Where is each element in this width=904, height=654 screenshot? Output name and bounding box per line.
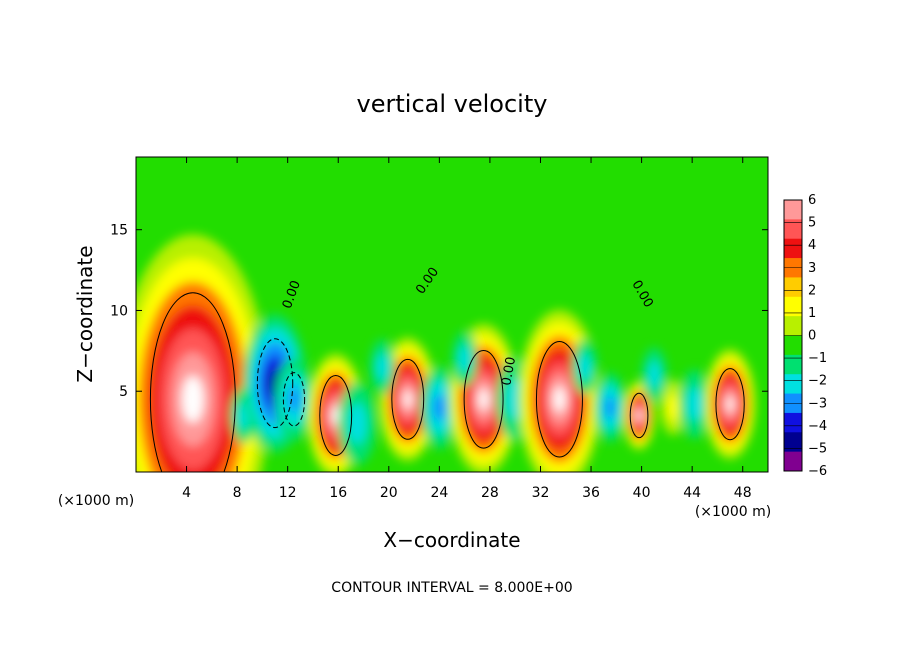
velocity-cell-11-band-2 <box>604 395 616 419</box>
contour-lines <box>149 292 745 472</box>
colorbar-label-6: 0 <box>808 329 816 344</box>
x-tick-label-32: 32 <box>532 485 550 501</box>
colorbar-swatch-0 <box>784 200 802 220</box>
x-tick-label-12: 12 <box>279 485 297 501</box>
velocity-cell-14-band-1 <box>686 386 703 422</box>
x-tick-label-48: 48 <box>734 485 752 501</box>
colorbar-swatch-4 <box>784 277 802 298</box>
x-units-left: (×1000 m) <box>58 493 134 509</box>
x-tick-label-36: 36 <box>582 485 600 501</box>
colorbar-swatch-13 <box>784 451 802 472</box>
velocity-cell-15-band-6 <box>726 396 734 412</box>
colorbar-label-5: 1 <box>808 306 816 321</box>
colorbar-swatch-2 <box>784 238 802 259</box>
x-tick-label-24: 24 <box>430 485 448 501</box>
colorbar-label-0: 6 <box>808 193 816 208</box>
colorbar: 6 5 4 3 2 1 0 −1 −2 −3 −4 −5 −6 <box>783 193 827 479</box>
contour-line-10 <box>535 341 583 458</box>
velocity-cell-7-band-2 <box>433 393 446 422</box>
colorbar-label-10: −4 <box>808 419 827 434</box>
velocity-cell-18-band-1 <box>458 345 471 373</box>
chart-title: vertical velocity <box>357 90 548 118</box>
velocity-cell-4-band-6 <box>331 406 340 425</box>
x-axis-ticks: 4 8 12 16 20 24 28 32 36 40 44 48 <box>182 157 752 501</box>
velocity-cell-6-band-6 <box>403 390 412 409</box>
x-tick-label-28: 28 <box>481 485 499 501</box>
y-axis-ticks: 5 10 15 <box>110 223 768 400</box>
colorbar-swatch-11 <box>784 412 802 433</box>
colorbar-label-7: −1 <box>808 351 827 366</box>
colorbar-swatch-12 <box>784 432 802 453</box>
contour-interval-note: CONTOUR INTERVAL = 8.000E+00 <box>331 580 572 596</box>
contour-label-2: 0.00 <box>499 356 519 387</box>
y-axis-label: Z−coordinate <box>73 245 97 382</box>
x-tick-label-4: 4 <box>182 485 191 501</box>
velocity-cell-5-band-1 <box>347 402 367 445</box>
x-axis-label: X−coordinate <box>383 528 520 552</box>
contour-line-6 <box>391 358 425 440</box>
y-tick-label-15: 15 <box>110 223 128 239</box>
x-units-right: (×1000 m) <box>695 504 771 520</box>
contour-line-12 <box>629 392 649 439</box>
colorbar-label-8: −2 <box>808 374 827 389</box>
y-tick-label-5: 5 <box>119 384 128 400</box>
velocity-cell-3-band-2 <box>287 385 301 414</box>
x-tick-label-40: 40 <box>633 485 651 501</box>
colorbar-label-11: −5 <box>808 441 827 456</box>
contour-line-8 <box>463 349 504 449</box>
x-tick-label-44: 44 <box>683 485 701 501</box>
colorbar-label-3: 3 <box>808 261 816 276</box>
contour-line-2 <box>256 338 294 429</box>
y-tick-label-10: 10 <box>110 303 128 319</box>
velocity-cell-19-band-1 <box>578 353 592 381</box>
colorbar-label-12: −6 <box>808 464 827 479</box>
colorbar-swatch-9 <box>784 374 802 395</box>
contour-line-15 <box>715 368 745 441</box>
x-tick-label-16: 16 <box>329 485 347 501</box>
plot-frame <box>135 156 769 473</box>
colorbar-swatch-5 <box>784 296 802 317</box>
colorbar-label-4: 2 <box>808 283 816 298</box>
colorbar-swatch-7 <box>784 335 802 356</box>
colorbar-label-2: 4 <box>808 238 816 253</box>
x-tick-label-20: 20 <box>380 485 398 501</box>
contour-line-3 <box>282 372 306 427</box>
colorbar-label-9: −3 <box>808 396 827 411</box>
velocity-field <box>136 234 756 472</box>
velocity-cell-16-band-1 <box>647 361 661 389</box>
colorbar-swatch-1 <box>784 219 802 240</box>
colorbar-swatch-6 <box>784 316 802 336</box>
colorbar-swatch-8 <box>784 354 802 375</box>
velocity-cell-8-band-6 <box>478 388 489 411</box>
velocity-cell-12-band-6 <box>636 410 643 421</box>
x-tick-label-8: 8 <box>233 485 242 501</box>
contour-line-0 <box>149 292 236 472</box>
contour-line-4 <box>319 374 353 456</box>
colorbar-label-1: 5 <box>808 216 816 231</box>
velocity-cell-10-band-6 <box>553 386 566 413</box>
velocity-cell-17-band-1 <box>376 353 389 381</box>
velocity-cell-0-band-6 <box>182 375 204 423</box>
velocity-cell-13-band-1 <box>666 393 680 422</box>
plot-area: 0.00 0.000.000.00 <box>136 157 768 472</box>
